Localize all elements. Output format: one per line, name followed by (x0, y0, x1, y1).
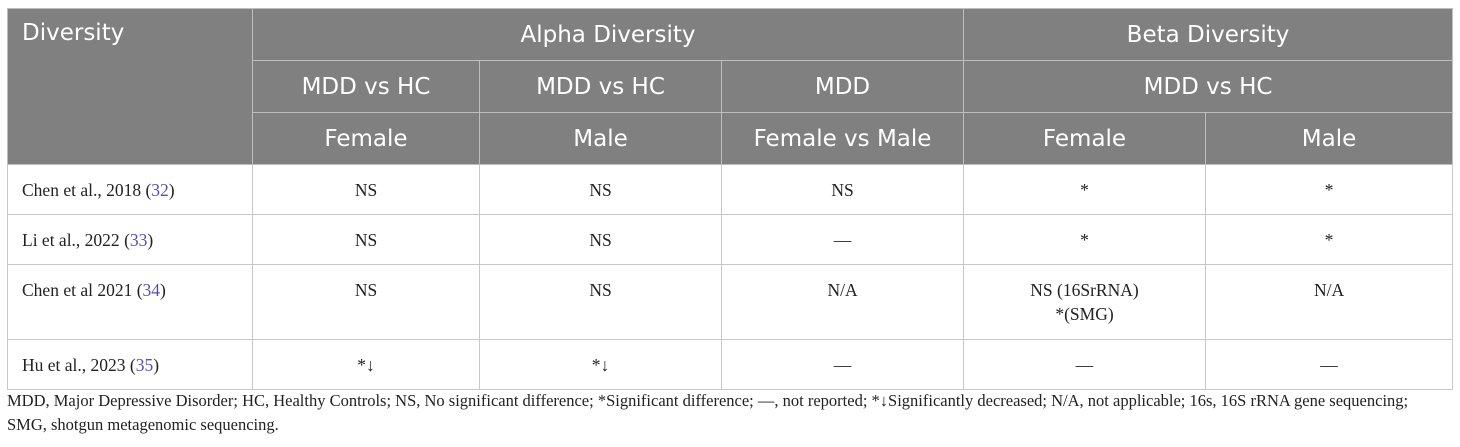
cell-line: *(SMG) (1055, 304, 1114, 324)
alpha-male-cell: *↓ (479, 339, 722, 390)
header-alpha-female-vs-male: Female vs Male (720, 112, 965, 165)
cell-line: N/A (1313, 280, 1345, 300)
alpha-female-vs-male-cell: — (720, 339, 965, 390)
beta-male-cell: N/A (1205, 264, 1454, 340)
header-alpha-female: Female (252, 112, 480, 165)
study-name: Li et al., 2022 (22, 230, 120, 250)
header-alpha-male: Male (479, 112, 722, 165)
table-row: Li et al., 2022 (33) NS NS — * * (7, 214, 1454, 265)
header-diversity: Diversity (7, 8, 253, 165)
beta-female-cell: * (963, 164, 1207, 215)
cell-line: * (1324, 180, 1334, 200)
header-beta-female: Female (963, 112, 1207, 165)
study-name: Chen et al 2021 (22, 280, 133, 300)
beta-male-cell: * (1205, 214, 1454, 265)
alpha-male-cell: NS (479, 164, 722, 215)
header-alpha-comparison-1: MDD vs HC (252, 60, 480, 113)
alpha-female-cell: NS (252, 214, 480, 265)
reference-link[interactable]: 35 (135, 355, 154, 375)
cell-line: NS (16SrRNA) (1030, 280, 1139, 300)
reference-link[interactable]: 33 (129, 230, 148, 250)
alpha-male-cell: NS (479, 214, 722, 265)
beta-female-cell: — (963, 339, 1207, 390)
header-beta-comparison: MDD vs HC (963, 60, 1454, 113)
header-beta-diversity: Beta Diversity (963, 8, 1454, 61)
cell-line: — (1320, 355, 1338, 375)
alpha-female-vs-male-cell: N/A (720, 264, 965, 340)
cell-line: — (1075, 355, 1094, 375)
cell-line: * (1080, 180, 1089, 200)
cell-line: * (1080, 230, 1089, 250)
alpha-male-cell: NS (479, 264, 722, 340)
alpha-female-cell: NS (252, 264, 480, 340)
beta-female-cell: * (963, 214, 1207, 265)
reference-link[interactable]: 32 (151, 180, 169, 200)
header-alpha-diversity: Alpha Diversity (251, 8, 965, 61)
header-beta-male: Male (1205, 112, 1454, 165)
alpha-female-vs-male-cell: NS (720, 164, 965, 215)
beta-female-cell: NS (16SrRNA) *(SMG) (963, 264, 1207, 340)
study-cell: Li et al., 2022 (33) (7, 214, 253, 265)
study-name: Hu et al., 2023 (22, 355, 126, 375)
header-alpha-comparison-2: MDD vs HC (479, 60, 722, 113)
alpha-female-cell: NS (252, 164, 480, 215)
table-row: Hu et al., 2023 (35) *↓ *↓ — — — (7, 339, 1454, 390)
beta-male-cell: — (1205, 339, 1454, 390)
alpha-female-vs-male-cell: — (720, 214, 965, 265)
reference-link[interactable]: 34 (142, 280, 161, 300)
cell-line: * (1324, 230, 1334, 250)
study-cell: Chen et al 2021 (34) (7, 264, 253, 340)
table-footnote: MDD, Major Depressive Disorder; HC, Heal… (7, 391, 1409, 434)
header-alpha-comparison-3: MDD (720, 60, 965, 113)
diversity-table: Diversity Alpha Diversity Beta Diversity… (7, 8, 1454, 390)
beta-male-cell: * (1205, 164, 1454, 215)
study-cell: Chen et al., 2018 (32) (7, 164, 253, 215)
table-row: Chen et al 2021 (34) NS NS N/A NS (16SrR… (7, 264, 1454, 340)
alpha-female-cell: *↓ (252, 339, 480, 390)
study-cell: Hu et al., 2023 (35) (7, 339, 253, 390)
study-name: Chen et al., 2018 (22, 180, 142, 200)
table-row: Chen et al., 2018 (32) NS NS NS * * (7, 164, 1454, 215)
